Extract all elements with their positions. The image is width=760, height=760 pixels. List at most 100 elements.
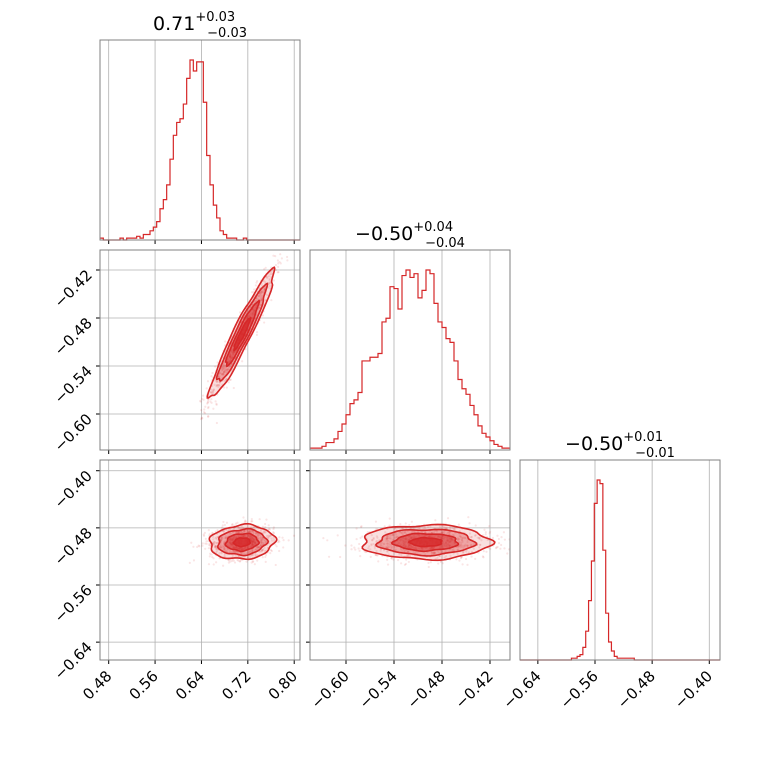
sample-point <box>245 529 249 533</box>
sample-point <box>223 369 226 372</box>
sample-point <box>495 546 498 549</box>
sample-point <box>251 553 255 556</box>
sample-point <box>389 534 392 537</box>
sample-point <box>224 367 227 370</box>
sample-point <box>431 531 434 534</box>
sample-point <box>261 541 265 544</box>
sample-point <box>464 543 467 546</box>
sample-point <box>231 554 234 557</box>
sample-point <box>217 383 220 387</box>
sample-point <box>238 560 241 563</box>
sample-point <box>290 243 292 245</box>
sample-point <box>279 262 282 265</box>
sample-point <box>229 560 232 563</box>
sample-point <box>406 550 410 553</box>
sample-point <box>205 387 208 390</box>
sample-point <box>226 367 229 371</box>
sample-point <box>210 553 213 556</box>
sample-point <box>212 390 215 393</box>
sample-point <box>206 402 209 405</box>
sample-point <box>215 384 218 387</box>
sample-point <box>264 560 267 563</box>
sample-point <box>263 541 266 544</box>
sample-point <box>236 558 239 562</box>
sample-point <box>261 556 264 559</box>
x-tick-label: 0.80 <box>265 667 301 703</box>
sample-point <box>413 530 416 533</box>
sample-point <box>457 523 460 526</box>
sample-point <box>432 552 435 555</box>
sample-point <box>215 380 219 383</box>
sample-point <box>253 288 256 291</box>
sample-point <box>412 550 415 553</box>
sample-point <box>204 542 207 545</box>
sample-point <box>218 384 221 387</box>
sample-point <box>408 555 412 558</box>
sample-point <box>203 408 206 411</box>
sample-point <box>457 537 460 540</box>
sample-point <box>274 543 277 546</box>
sample-point <box>522 540 524 542</box>
sample-point <box>260 549 264 552</box>
panel-frame <box>519 459 721 661</box>
sample-point <box>403 549 406 552</box>
sample-point <box>432 551 436 554</box>
sample-point <box>221 372 224 376</box>
sample-point <box>259 301 262 304</box>
sample-point <box>255 546 259 549</box>
sample-point <box>386 535 389 538</box>
sample-point <box>224 537 227 540</box>
sample-point <box>444 555 448 558</box>
sample-point <box>264 298 267 301</box>
x-tick-label: 0.64 <box>172 667 208 703</box>
sample-point <box>266 275 269 278</box>
sample-point <box>219 546 222 549</box>
sample-point <box>223 540 226 544</box>
sample-point <box>254 531 258 534</box>
sample-point <box>211 391 214 394</box>
sample-point <box>260 544 263 547</box>
sample-point <box>252 526 255 529</box>
sample-point <box>223 554 226 557</box>
sample-point <box>264 555 267 559</box>
sample-point <box>482 556 485 559</box>
sample-point <box>261 548 264 552</box>
sample-point <box>386 542 389 545</box>
sample-point <box>474 524 477 527</box>
sample-point <box>376 536 379 539</box>
sample-point <box>249 550 252 553</box>
sample-point <box>265 518 268 521</box>
sample-point <box>190 541 193 544</box>
sample-point <box>258 545 261 548</box>
sample-point <box>213 383 216 386</box>
sample-point <box>196 545 199 549</box>
sample-point <box>467 551 470 554</box>
sample-point <box>405 554 408 557</box>
sample-point <box>438 525 442 528</box>
sample-point <box>462 546 465 550</box>
sample-point <box>208 533 211 536</box>
sample-point <box>232 549 235 553</box>
sample-point <box>461 540 464 544</box>
sample-point <box>259 530 262 533</box>
sample-point <box>442 525 445 528</box>
sample-point <box>231 559 234 562</box>
sample-point <box>470 536 473 539</box>
sample-point <box>434 551 437 554</box>
sample-point <box>236 551 240 554</box>
sample-point <box>266 277 269 280</box>
sample-point <box>188 561 191 564</box>
sample-point <box>248 530 251 533</box>
sample-point <box>225 521 229 524</box>
sample-point <box>413 527 416 530</box>
sample-point <box>464 557 468 561</box>
sample-point <box>247 551 251 554</box>
sample-point <box>256 534 259 537</box>
sample-point <box>272 527 275 531</box>
sample-point <box>209 552 212 555</box>
sample-point <box>218 375 221 378</box>
sample-point <box>211 555 214 559</box>
sample-point <box>215 385 218 388</box>
sample-point <box>255 548 258 551</box>
sample-point <box>247 530 251 534</box>
